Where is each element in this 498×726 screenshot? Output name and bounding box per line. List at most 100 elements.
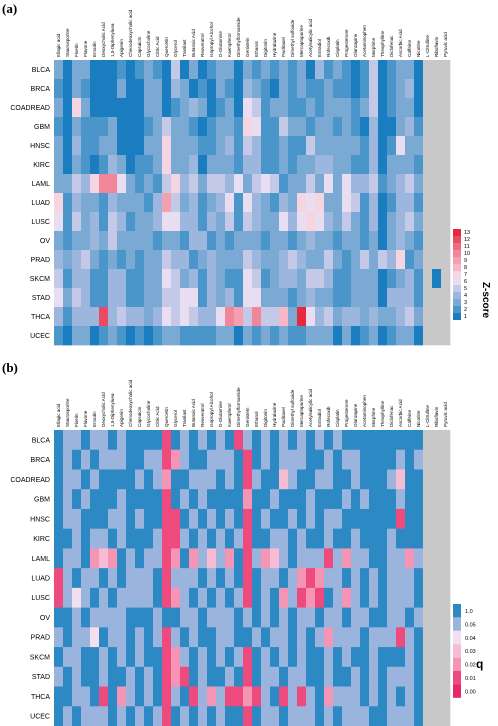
heatmap-cell bbox=[117, 269, 127, 289]
heatmap-cell bbox=[432, 607, 442, 628]
heatmap-cell bbox=[396, 666, 406, 687]
heatmap-cell bbox=[324, 136, 334, 156]
heatmap-cell bbox=[423, 212, 433, 232]
heatmap-cell bbox=[423, 60, 433, 80]
heatmap-cell bbox=[405, 548, 415, 569]
heatmap-cell bbox=[198, 117, 208, 137]
heatmap-cell bbox=[270, 136, 280, 156]
heatmap-cell bbox=[225, 647, 235, 668]
heatmap-cell bbox=[135, 489, 145, 510]
heatmap-cell bbox=[369, 489, 379, 510]
heatmap-cell bbox=[162, 607, 172, 628]
heatmap-cell bbox=[135, 686, 145, 707]
heatmap-cell bbox=[180, 288, 190, 308]
heatmap-cell bbox=[135, 508, 145, 530]
heatmap-cell bbox=[144, 193, 154, 213]
heatmap-cell bbox=[216, 706, 226, 726]
heatmap-cell bbox=[369, 508, 379, 530]
heatmap-cell bbox=[324, 79, 334, 99]
heatmap-cell bbox=[387, 706, 397, 726]
heatmap-cell bbox=[315, 250, 325, 270]
heatmap-cell bbox=[261, 686, 271, 707]
heatmap-cell bbox=[423, 136, 433, 156]
heatmap-cell bbox=[351, 627, 361, 648]
heatmap-cell bbox=[369, 98, 379, 118]
heatmap-cell bbox=[243, 587, 253, 608]
heatmap-cell bbox=[252, 60, 262, 80]
heatmap-cell bbox=[369, 250, 379, 270]
column-label: Morphine bbox=[371, 407, 376, 427]
heatmap-cell bbox=[414, 587, 424, 608]
heatmap-cell bbox=[153, 489, 163, 510]
heatmap-cell bbox=[297, 98, 307, 118]
heatmap-cell bbox=[153, 548, 163, 569]
heatmap-cell bbox=[315, 212, 325, 232]
heatmap-cell bbox=[432, 469, 442, 490]
heatmap-cell bbox=[306, 250, 316, 270]
heatmap-cell bbox=[360, 174, 370, 194]
column-label: Glycerol bbox=[173, 40, 178, 57]
heatmap-cell bbox=[207, 174, 217, 194]
heatmap-cell bbox=[144, 489, 154, 510]
heatmap-cell bbox=[423, 449, 433, 470]
heatmap-cell bbox=[54, 288, 64, 308]
heatmap-cell bbox=[414, 528, 424, 549]
heatmap-cell bbox=[171, 587, 181, 608]
heatmap-cell bbox=[216, 98, 226, 118]
heatmap-cell bbox=[90, 627, 100, 648]
heatmap-cell bbox=[135, 568, 145, 589]
heatmap-cell bbox=[207, 60, 217, 80]
column-label: Progesterone bbox=[344, 399, 349, 427]
heatmap-cell bbox=[432, 155, 442, 175]
heatmap-cell bbox=[54, 60, 64, 80]
legend-tick-label: 9 bbox=[464, 258, 467, 264]
heatmap-cell bbox=[135, 250, 145, 270]
heatmap-cell bbox=[279, 193, 289, 213]
heatmap-cell bbox=[315, 430, 325, 451]
heatmap-cell bbox=[270, 250, 280, 270]
heatmap-cell bbox=[306, 548, 316, 569]
heatmap-cell bbox=[441, 269, 451, 289]
heatmap-cell bbox=[72, 469, 82, 490]
heatmap-cell bbox=[180, 231, 190, 251]
heatmap-cell bbox=[63, 250, 73, 270]
heatmap-cell bbox=[162, 288, 172, 308]
row-label: GBM bbox=[34, 497, 50, 504]
heatmap-cell bbox=[252, 647, 262, 668]
heatmap-cell bbox=[306, 607, 316, 628]
row-label: GBM bbox=[34, 124, 50, 131]
heatmap-cell bbox=[162, 307, 172, 327]
heatmap-cell bbox=[243, 666, 253, 687]
heatmap-cell bbox=[234, 155, 244, 175]
heatmap-cell bbox=[144, 706, 154, 726]
heatmap-cell bbox=[189, 489, 199, 510]
heatmap-cell bbox=[117, 647, 127, 668]
heatmap-cell bbox=[72, 155, 82, 175]
heatmap-cell bbox=[342, 79, 352, 99]
heatmap-cell bbox=[99, 528, 109, 549]
heatmap-cell bbox=[324, 430, 334, 451]
heatmap-cell bbox=[108, 79, 118, 99]
heatmap-cell bbox=[243, 528, 253, 549]
heatmap-cell bbox=[171, 706, 181, 726]
heatmap-cell bbox=[387, 117, 397, 137]
heatmap-cell bbox=[162, 117, 172, 137]
heatmap-cell bbox=[396, 508, 406, 530]
heatmap-cell bbox=[135, 607, 145, 628]
column-label: Chenodeoxycholic acid bbox=[128, 9, 133, 57]
heatmap-cell bbox=[405, 212, 415, 232]
heatmap-cell bbox=[198, 288, 208, 308]
heatmap-cell bbox=[171, 212, 181, 232]
heatmap-cell bbox=[342, 307, 352, 327]
heatmap-cell bbox=[90, 326, 100, 346]
heatmap-cell bbox=[369, 117, 379, 137]
column-label: Estradiol bbox=[317, 409, 322, 427]
heatmap-cell bbox=[189, 155, 199, 175]
heatmap-cell bbox=[117, 193, 127, 213]
heatmap-cell bbox=[189, 288, 199, 308]
heatmap-cell bbox=[315, 587, 325, 608]
heatmap-cell bbox=[297, 647, 307, 668]
heatmap-cell bbox=[126, 79, 136, 99]
heatmap-cell bbox=[288, 469, 298, 490]
heatmap-cell bbox=[234, 449, 244, 470]
